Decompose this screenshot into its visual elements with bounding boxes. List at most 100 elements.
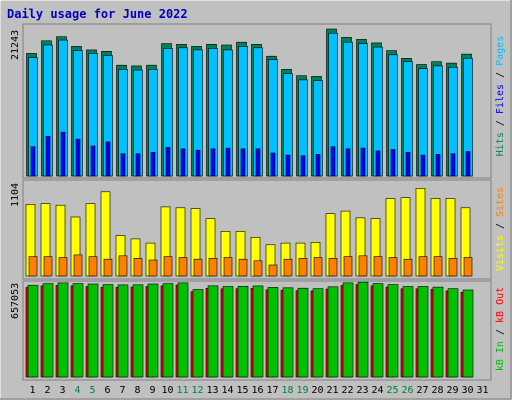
bar-kb-in-day-13 [207, 285, 219, 378]
bar-files-day-9 [150, 152, 156, 177]
bar-files-day-19 [300, 155, 306, 177]
chart-title: Daily usage for June 2022 [7, 7, 188, 21]
x-label-day-30: 30 [461, 385, 473, 396]
legend-entry--: / [495, 329, 506, 341]
bar-kb-in-day-30 [462, 289, 474, 378]
bar-files-day-18 [285, 154, 291, 177]
bar-sites-day-4 [73, 254, 83, 277]
bar-kb-in-day-29 [447, 288, 459, 378]
top-panel-max-label: 21243 [10, 30, 21, 60]
x-label-day-23: 23 [356, 385, 368, 396]
bar-kb-in-day-23 [357, 281, 369, 378]
x-label-day-4: 4 [74, 385, 80, 396]
x-label-day-15: 15 [236, 385, 248, 396]
x-label-day-22: 22 [341, 385, 353, 396]
bar-sites-day-26 [403, 258, 413, 277]
x-label-day-18: 18 [281, 385, 293, 396]
x-label-day-1: 1 [29, 385, 35, 396]
panel-visits-sites [22, 179, 492, 280]
x-axis-day-labels: 1 2 3 4 5 6 7 8 9 10 11 12 13 14 15 16 17 18 19 20 21 22 23 24 2… [29, 385, 488, 396]
legend-entry-kb-in: kB In [495, 341, 506, 371]
bar-kb-in-day-26 [402, 286, 414, 378]
legend-entry--: / [495, 120, 506, 132]
bar-kb-in-day-15 [237, 285, 249, 378]
bar-sites-day-16 [253, 260, 263, 277]
bar-files-day-10 [165, 147, 171, 177]
bar-sites-day-29 [448, 257, 458, 277]
bar-files-day-6 [105, 141, 111, 177]
bar-kb-in-day-10 [162, 283, 174, 378]
x-label-day-29: 29 [446, 385, 458, 396]
bar-sites-day-14 [223, 257, 233, 277]
legend-mid-text: Visits / Sites [495, 187, 506, 271]
bar-kb-in-day-5 [87, 283, 99, 378]
x-label-day-3: 3 [59, 385, 65, 396]
bar-files-day-30 [465, 151, 471, 177]
bar-sites-day-2 [43, 256, 53, 277]
x-label-day-10: 10 [161, 385, 173, 396]
x-label-day-6: 6 [104, 385, 110, 396]
bar-files-day-24 [375, 150, 381, 177]
bar-sites-day-19 [298, 257, 308, 277]
x-label-day-20: 20 [311, 385, 323, 396]
legend-entry--: / [495, 223, 506, 235]
bar-files-day-7 [120, 153, 126, 177]
legend-top-text: Hits / Files / Pages [495, 36, 506, 156]
x-label-day-2: 2 [44, 385, 50, 396]
bar-sites-day-18 [283, 258, 293, 277]
bar-sites-day-20 [313, 257, 323, 277]
bar-files-day-4 [75, 138, 81, 177]
bar-files-day-1 [30, 146, 36, 177]
panel-kb-in-out [22, 280, 492, 381]
x-label-day-19: 19 [296, 385, 308, 396]
bar-sites-day-30 [463, 257, 473, 277]
bar-kb-in-day-20 [312, 288, 324, 378]
legend-entry-files: Files [495, 84, 506, 120]
bar-kb-in-day-2 [42, 283, 54, 378]
bar-sites-day-28 [433, 256, 443, 277]
bars-visits-sites [25, 188, 473, 277]
panel-middle-frame [22, 179, 492, 280]
bar-kb-in-day-12 [192, 289, 204, 378]
x-label-day-27: 27 [416, 385, 428, 396]
legend-hits-files-pages: Hits / Files / Pages [495, 36, 506, 156]
x-label-day-8: 8 [134, 385, 140, 396]
bar-sites-day-5 [88, 256, 98, 277]
x-label-day-5: 5 [89, 385, 95, 396]
x-label-day-26: 26 [401, 385, 413, 396]
bar-kb-in-day-9 [147, 283, 159, 378]
bar-files-day-20 [315, 154, 321, 177]
legend-entry-hits: Hits [495, 132, 506, 156]
panel-hits-files-pages [22, 23, 492, 179]
bar-kb-in-day-18 [282, 287, 294, 378]
bar-files-day-28 [435, 154, 441, 177]
bar-kb-in-day-6 [102, 284, 114, 378]
x-label-day-31: 31 [476, 385, 488, 396]
bar-sites-day-1 [28, 256, 38, 277]
bar-kb-in-day-7 [117, 284, 129, 378]
bar-files-day-22 [345, 148, 351, 177]
bar-sites-day-25 [388, 257, 398, 277]
legend-visits-sites: Visits / Sites [495, 187, 506, 271]
x-label-day-16: 16 [251, 385, 263, 396]
x-label-day-17: 17 [266, 385, 278, 396]
bar-files-day-11 [180, 148, 186, 177]
legend-entry-visits: Visits [495, 235, 506, 271]
bar-files-day-21 [330, 146, 336, 177]
bar-sites-day-9 [148, 259, 158, 277]
bar-kb-in-day-24 [372, 283, 384, 378]
x-label-day-7: 7 [119, 385, 125, 396]
legend-bot-text: kB In / kB Out [495, 287, 506, 371]
bar-sites-day-8 [133, 257, 143, 277]
bar-sites-day-13 [208, 257, 218, 277]
bar-sites-day-7 [118, 255, 128, 277]
panel-bottom-frame [22, 280, 492, 381]
x-label-day-11: 11 [176, 385, 188, 396]
bar-files-day-2 [45, 136, 51, 177]
bar-sites-day-3 [58, 257, 68, 277]
x-label-day-14: 14 [221, 385, 233, 396]
bar-files-day-8 [135, 153, 141, 177]
bars-kb-in-out [25, 281, 474, 378]
bars-hits-files-pages [26, 28, 473, 177]
